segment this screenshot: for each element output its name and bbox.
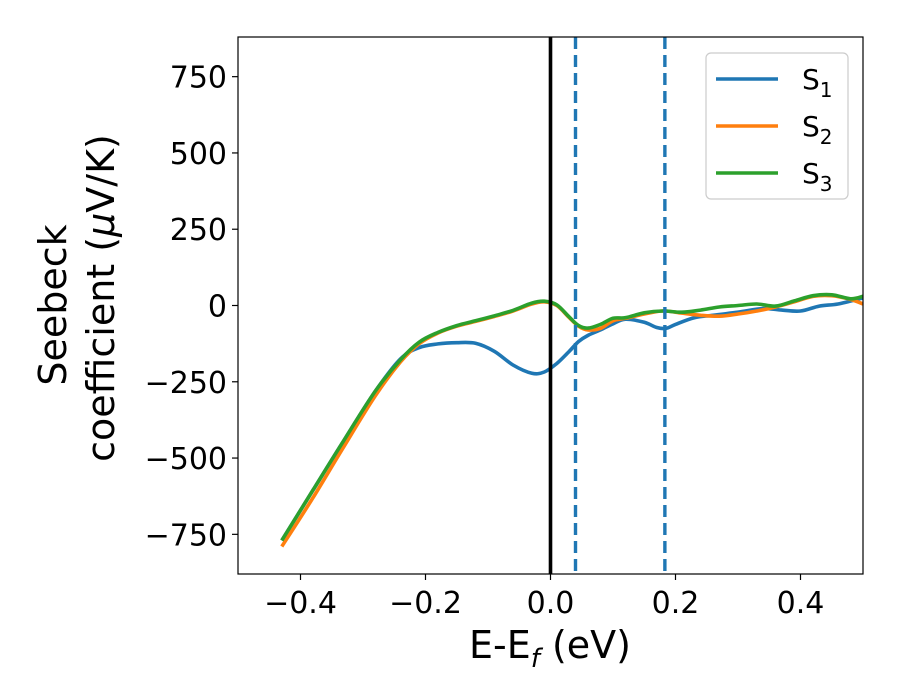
legend: S1 S2 S3 [705, 52, 849, 200]
y-axis-label-line1: Seebeck [31, 224, 75, 385]
x-axis-label: E-Ef (eV) [469, 623, 631, 674]
x-tick-label: 0.2 [652, 586, 700, 621]
series-line-s2 [280, 293, 863, 548]
y-tick-label: −500 [145, 442, 227, 477]
x-tick-label: −0.4 [264, 586, 337, 621]
y-tick-label: 750 [170, 61, 227, 96]
y-tick-label: 500 [170, 137, 227, 172]
series-line-s1 [280, 296, 863, 542]
vline-layer [548, 37, 667, 574]
y-tick-label: −250 [145, 366, 227, 401]
y-tick-label: 0 [208, 290, 227, 325]
y-tick-label: −750 [145, 518, 227, 553]
legend-label-s1: S1 [802, 63, 833, 102]
y-axis-label: Seebeck coefficient (μV/K) [31, 134, 123, 462]
legend-label-s2: S2 [802, 110, 833, 149]
legend-label-s3: S3 [802, 157, 833, 196]
y-tick-label: 250 [170, 213, 227, 248]
series-layer [280, 292, 863, 548]
x-tick-label: 0.4 [777, 586, 825, 621]
x-tick-label: 0.0 [527, 586, 575, 621]
series-line-s3 [280, 292, 863, 542]
x-tick-label: −0.2 [389, 586, 462, 621]
y-axis: 750 500 250 0 −250 −500 −750 [145, 61, 238, 553]
x-axis: −0.4 −0.2 0.0 0.2 0.4 [264, 574, 824, 621]
y-axis-label-line2: coefficient (μV/K) [79, 134, 123, 462]
